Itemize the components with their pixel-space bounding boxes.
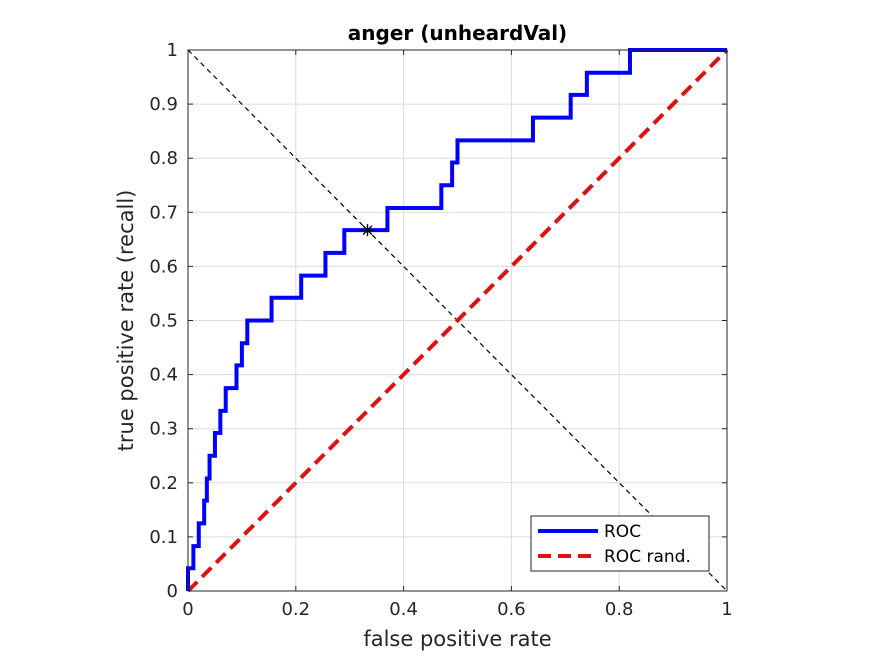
roc-series (186, 48, 727, 591)
intersection-marker (361, 224, 374, 237)
roc-random-series (186, 48, 729, 593)
y-tick-label: 1 (167, 40, 178, 61)
y-tick-label: 0.8 (149, 148, 178, 169)
x-tick-label: 0.8 (605, 599, 634, 620)
y-tick-label: 0.2 (149, 473, 178, 494)
x-tick-label: 0.6 (497, 599, 526, 620)
x-tick-label: 0.4 (389, 599, 418, 620)
y-tick-label: 0.4 (149, 365, 178, 386)
y-tick-label: 0.9 (149, 94, 178, 115)
legend: ROC ROC rand. (530, 515, 710, 572)
y-tick-label: 0.5 (149, 311, 178, 332)
x-axis-label: false positive rate (363, 627, 551, 651)
y-tick-label: 0.1 (149, 527, 178, 548)
y-tick-label: 0.3 (149, 419, 178, 440)
legend-box (530, 515, 710, 572)
x-tick-label: 0.2 (281, 599, 310, 620)
chart-title: anger (unheardVal) (348, 21, 567, 45)
legend-random-label: ROC rand. (604, 547, 691, 567)
x-tick-label: 1 (721, 599, 732, 620)
plot-area (186, 48, 729, 593)
ticks: 0 0.2 0.4 0.6 0.8 1 0 0.1 0.2 0.3 0.4 0.5 0.6 0.7 0.8 0… (149, 40, 732, 620)
y-tick-label: 0 (167, 581, 178, 602)
legend-roc-label: ROC (604, 522, 641, 542)
y-tick-label: 0.6 (149, 256, 178, 277)
y-tick-label: 0.7 (149, 202, 178, 223)
x-tick-label: 0 (182, 599, 193, 620)
y-axis-label: true positive rate (recall) (114, 190, 138, 452)
